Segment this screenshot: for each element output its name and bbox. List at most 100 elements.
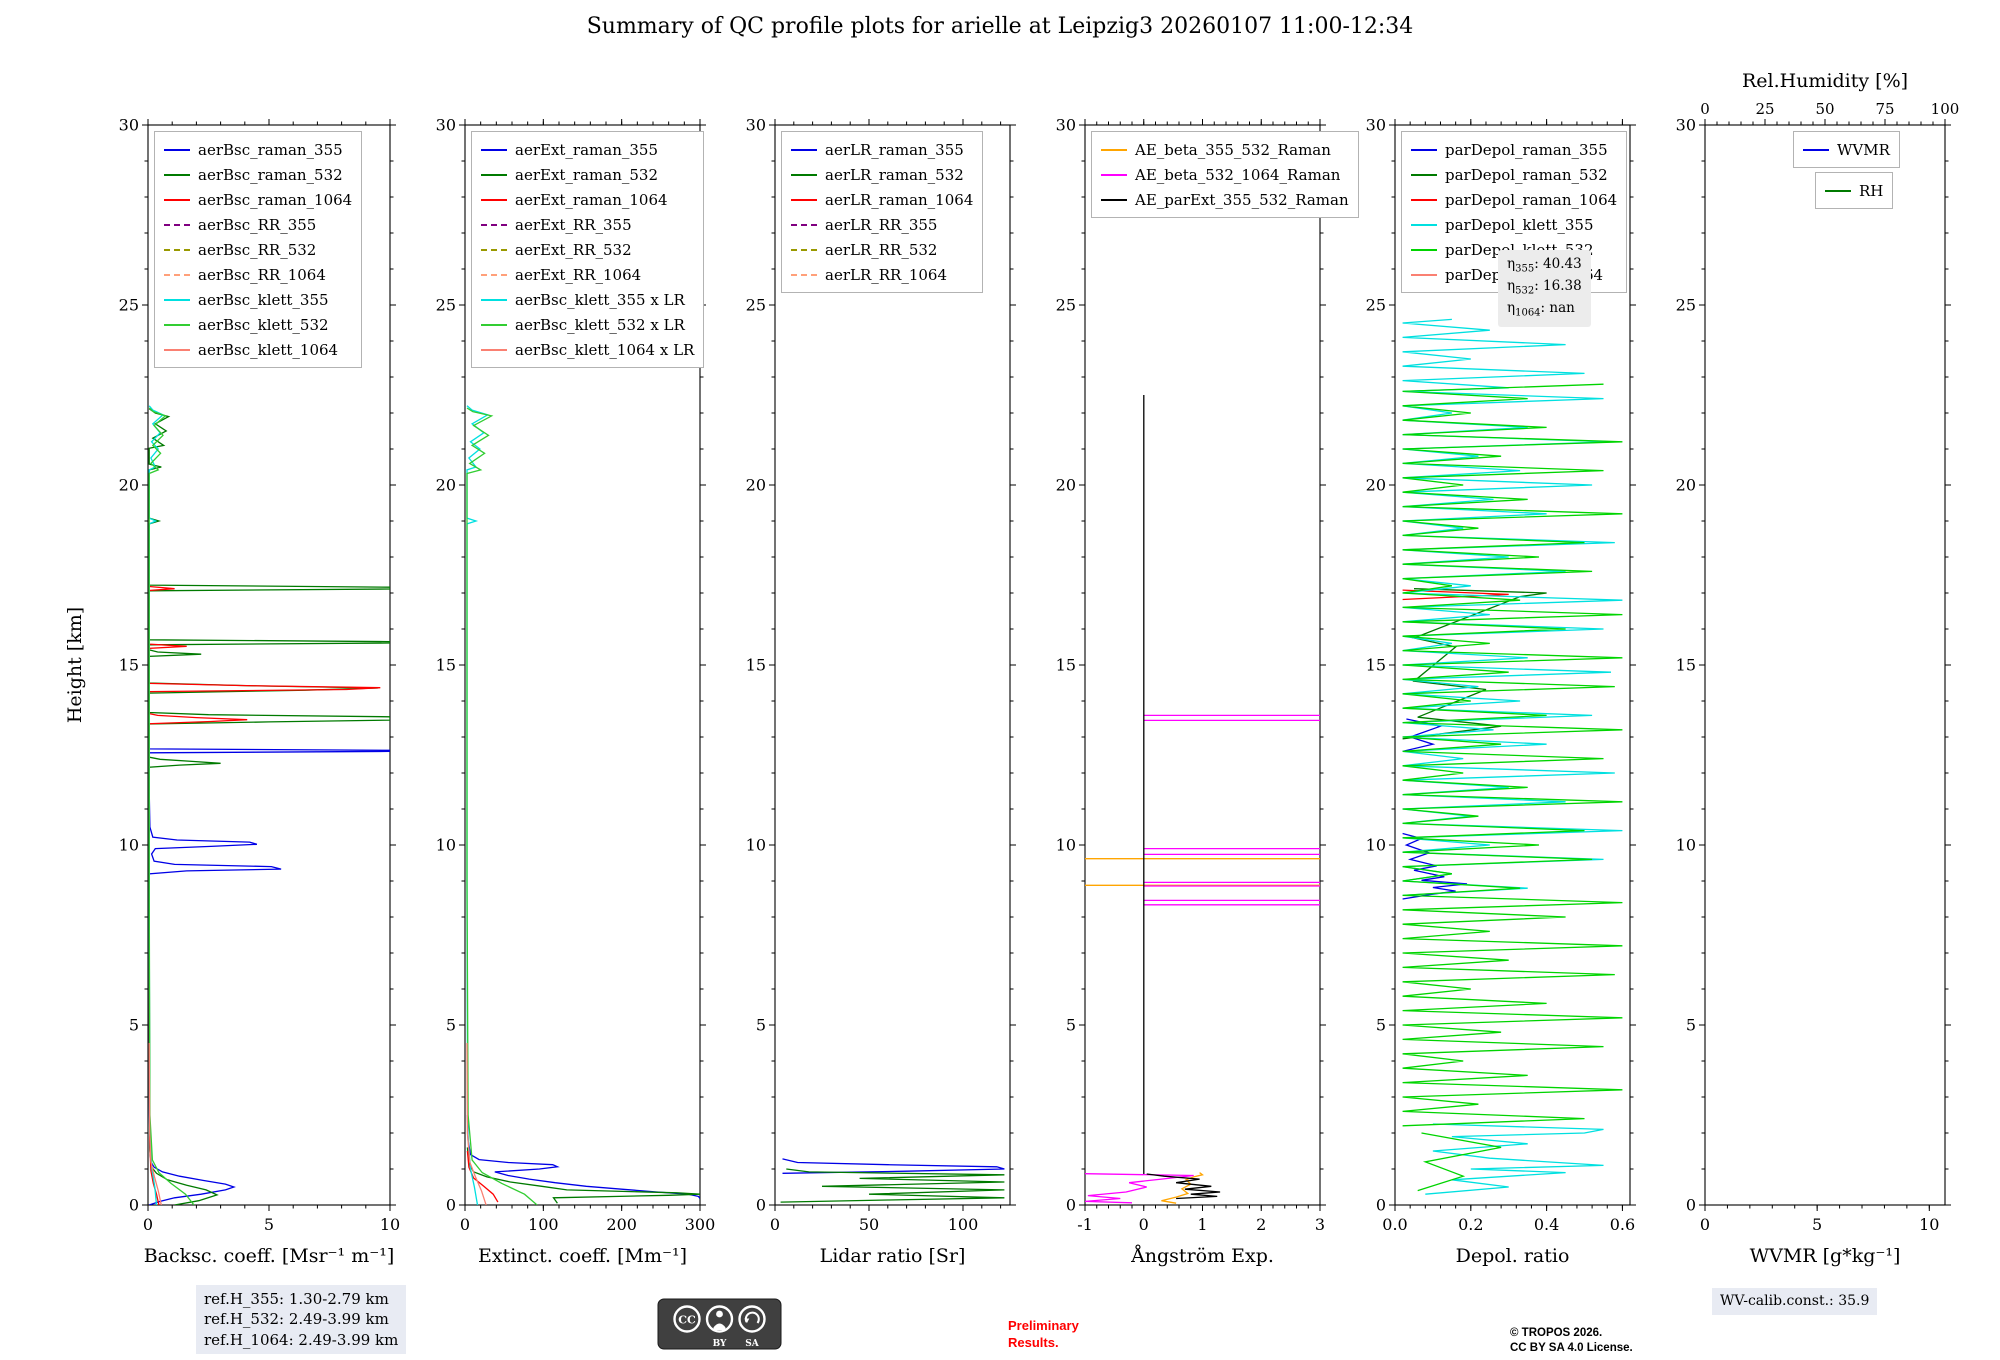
x-tick-label: 0 (770, 1215, 780, 1234)
cc-badge-sa-label: SA (745, 1339, 759, 1349)
legend-line-sample (481, 173, 507, 176)
legend-label: aerBsc_RR_1064 (198, 265, 326, 284)
legend-label: aerBsc_raman_532 (198, 165, 343, 184)
legend-label: AE_parExt_355_532_Raman (1135, 190, 1349, 209)
eta-annotation-line: η1064: nan (1507, 300, 1575, 320)
by-person-head (716, 1310, 723, 1318)
legend-line-sample (164, 148, 190, 151)
legend-item: aerExt_raman_532 (481, 162, 694, 187)
series-aerBsc_klett_355 (148, 405, 165, 1205)
legend-line-sample (1101, 198, 1127, 201)
y-tick-label: 20 (1676, 476, 1696, 495)
legend-label: aerBsc_klett_532 x LR (515, 315, 685, 334)
legend-item: aerBsc_klett_532 (164, 312, 352, 337)
tropos-credit: © TROPOS 2026. CC BY SA 4.0 License. (1510, 1326, 1633, 1356)
y-tick-label: 10 (1366, 836, 1386, 855)
legend-label: aerBsc_RR_532 (198, 240, 317, 259)
y-tick-label: 30 (746, 116, 766, 135)
legend-label: aerBsc_RR_355 (198, 215, 317, 234)
legend-line-sample (481, 223, 507, 226)
legend-item: aerExt_RR_355 (481, 212, 694, 237)
preliminary-line-2: Results. (1008, 1334, 1059, 1350)
legend-line-sample (481, 248, 507, 251)
legend-line-sample (1803, 148, 1829, 151)
y-tick-label: 15 (1366, 656, 1386, 675)
legend-item: aerBsc_klett_1064 (164, 337, 352, 362)
legend-item: aerExt_RR_1064 (481, 262, 694, 287)
legend-item: WVMR (1803, 137, 1890, 162)
ref-height-532: ref.H_532: 2.49-3.99 km (204, 1310, 389, 1329)
y-tick-label: 10 (746, 836, 766, 855)
cc-badge-by-label: BY (713, 1339, 727, 1349)
eta-annotation-line: η355: 40.43 (1507, 256, 1582, 275)
x-axis-label-backscatter: Backsc. coeff. [Msr⁻¹ m⁻¹] (144, 1245, 395, 1267)
legend-item: aerLR_RR_355 (791, 212, 973, 237)
x-tick-label: 0.4 (1534, 1215, 1559, 1234)
legend-line-sample (164, 248, 190, 251)
by-person-icon (705, 1305, 734, 1333)
y-tick-label: 0 (446, 1196, 456, 1215)
ref-height-1064: ref.H_1064: 2.49-3.99 km (204, 1330, 399, 1349)
preliminary-line-1: Preliminary (1008, 1318, 1079, 1333)
legend-item: aerExt_RR_532 (481, 237, 694, 262)
x-tick-label: 1 (1197, 1215, 1207, 1234)
top-axis-label: Rel.Humidity [%] (1742, 70, 1908, 92)
legend-line-sample (1411, 273, 1437, 276)
credit-line-2: CC BY SA 4.0 License. (1510, 1341, 1633, 1354)
legend-line-sample (164, 348, 190, 351)
top-tick-label: 25 (1755, 100, 1774, 118)
legend-line-sample (164, 173, 190, 176)
cc-license-badge: CC BY SA (657, 1298, 782, 1350)
legend-label: aerBsc_klett_355 (198, 290, 329, 309)
legend-label: aerExt_RR_532 (515, 240, 632, 259)
legend-label: aerBsc_klett_1064 (198, 340, 339, 359)
y-tick-label: 5 (1376, 1016, 1386, 1035)
x-tick-label: 0 (1139, 1215, 1149, 1234)
x-tick-label: 200 (606, 1215, 637, 1234)
y-tick-label: 0 (1376, 1196, 1386, 1215)
x-tick-label: 100 (948, 1215, 979, 1234)
x-tick-label: 10 (1919, 1215, 1939, 1234)
legend-label: parDepol_raman_532 (1445, 165, 1608, 184)
legend-label: aerExt_raman_532 (515, 165, 658, 184)
preliminary-note: Preliminary Results. (1008, 1318, 1079, 1352)
y-tick-label: 15 (119, 656, 139, 675)
x-tick-label: 0.6 (1610, 1215, 1635, 1234)
series-parDepol_klett_532 (1417, 1132, 1502, 1192)
wv-calib-annotation: WV-calib.const.: 35.9 (1712, 1288, 1878, 1315)
series-aerLR_raman_532 (780, 1168, 1005, 1203)
y-tick-label: 25 (746, 296, 766, 315)
series-parDepol_raman_355 (1402, 832, 1468, 900)
legend-item: AE_parExt_355_532_Raman (1101, 187, 1349, 212)
x-tick-label: 100 (528, 1215, 559, 1234)
legend-line-sample (1411, 248, 1437, 251)
y-tick-label: 30 (436, 116, 456, 135)
legend-line-sample (164, 198, 190, 201)
legend-label: aerExt_raman_355 (515, 140, 658, 159)
x-tick-label: 2 (1256, 1215, 1266, 1234)
legend-line-sample (791, 273, 817, 276)
x-tick-label: 300 (685, 1215, 716, 1234)
x-axis-label-lidar_ratio: Lidar ratio [Sr] (820, 1245, 966, 1267)
series-aerBsc_klett_1064 (148, 1042, 162, 1205)
legend-item: parDepol_raman_532 (1411, 162, 1617, 187)
legend-line-sample (791, 198, 817, 201)
legend-lidar_ratio: aerLR_raman_355 aerLR_raman_532 aerLR_rama… (781, 131, 984, 293)
ref-heights-box: ref.H_355: 1.30-2.79 km ref.H_532: 2.49-… (196, 1285, 407, 1354)
legend-line-sample (791, 173, 817, 176)
y-tick-label: 20 (436, 476, 456, 495)
legend-item: parDepol_raman_1064 (1411, 187, 1617, 212)
y-tick-label: 30 (1056, 116, 1076, 135)
legend-label: aerBsc_klett_1064 x LR (515, 340, 695, 359)
y-tick-label: 15 (1056, 656, 1076, 675)
y-tick-label: 25 (1056, 296, 1076, 315)
y-tick-label: 5 (129, 1016, 139, 1035)
legend-line-sample (1825, 189, 1851, 192)
axes-frame (1084, 124, 1321, 1206)
y-tick-label: 5 (756, 1016, 766, 1035)
x-tick-label: 0 (143, 1215, 153, 1234)
legend-angstrom: AE_beta_355_532_Raman AE_beta_532_1064_Ra… (1091, 131, 1359, 218)
legend-line-sample (1411, 148, 1437, 151)
x-tick-label: 0 (1700, 1215, 1710, 1234)
